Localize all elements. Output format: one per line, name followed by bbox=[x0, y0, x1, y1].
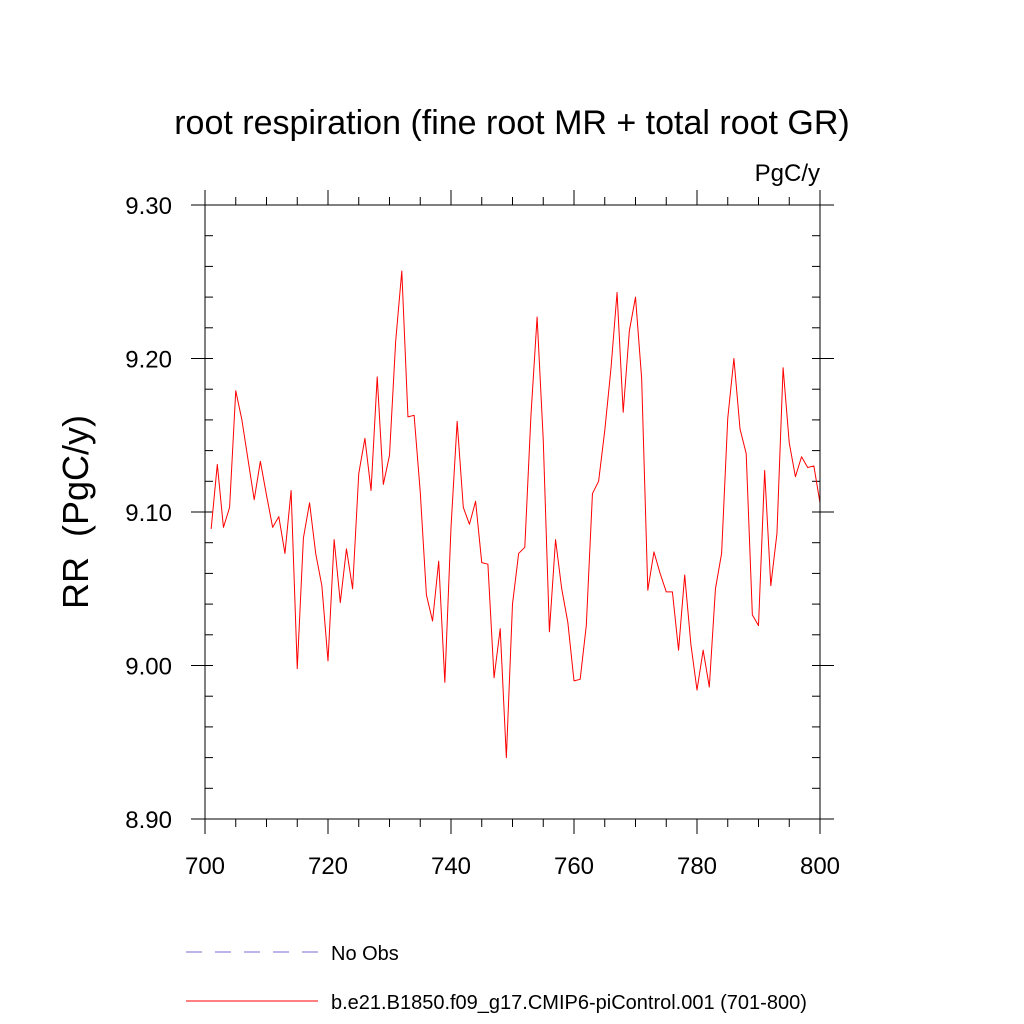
axis-ticks bbox=[191, 190, 834, 834]
legend-label-control-run: b.e21.B1850.f09_g17.CMIP6-piControl.001 … bbox=[331, 992, 807, 1014]
x-tick-label: 800 bbox=[800, 853, 840, 880]
y-tick-label: 9.10 bbox=[125, 500, 172, 527]
legend-label-no-obs: No Obs bbox=[331, 943, 399, 965]
units-label: PgC/y bbox=[755, 160, 820, 187]
chart-title: root respiration (fine root MR + total r… bbox=[174, 104, 850, 142]
y-tick-label: 8.90 bbox=[125, 807, 172, 834]
y-axis-label: RR (PgC/y) bbox=[55, 415, 96, 609]
x-tick-label: 760 bbox=[554, 853, 594, 880]
y-tick-label: 9.00 bbox=[125, 654, 172, 681]
x-tick-label: 740 bbox=[431, 853, 471, 880]
axis-tick-labels: 700 720 740 760 780 800 8.90 9.00 9.10 9.20 9.30 bbox=[125, 193, 840, 880]
series-line bbox=[210, 270, 820, 759]
plot-frame bbox=[204, 204, 821, 820]
y-tick-label: 9.20 bbox=[125, 347, 172, 374]
y-tick-label: 9.30 bbox=[125, 193, 172, 220]
x-tick-label: 720 bbox=[308, 853, 348, 880]
series-layer bbox=[210, 270, 820, 759]
x-tick-label: 700 bbox=[185, 853, 225, 880]
x-tick-label: 780 bbox=[677, 853, 717, 880]
legend: No Obs b.e21.B1850.f09_g17.CMIP6-piContr… bbox=[186, 943, 807, 1014]
